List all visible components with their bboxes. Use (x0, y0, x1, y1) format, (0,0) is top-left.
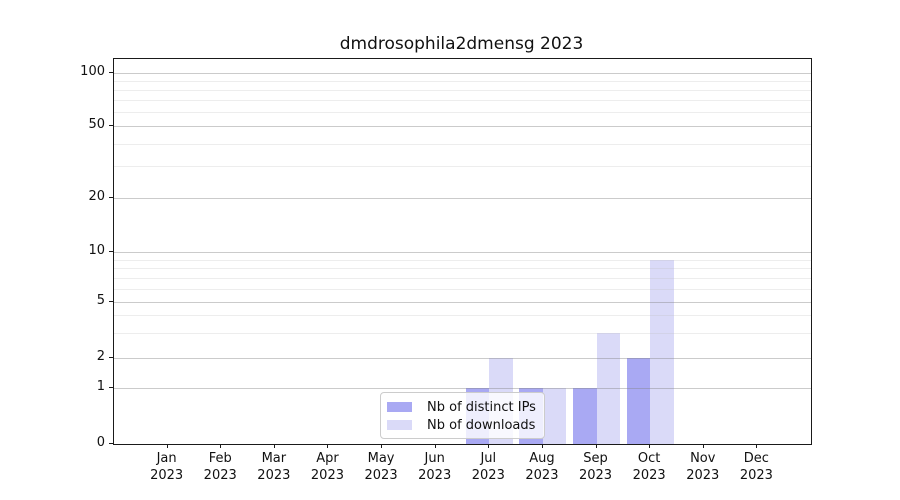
gridline-major (114, 126, 811, 128)
y-tick-mark (109, 71, 113, 73)
gridline-major (114, 387, 811, 389)
legend-swatch-distinct-ips (387, 402, 412, 412)
gridline-minor (114, 100, 811, 102)
x-tick-mark (541, 444, 543, 448)
y-tick-mark (109, 356, 113, 358)
x-tick-mark (649, 444, 651, 448)
gridline-minor (114, 112, 811, 114)
x-axis-tick-label: Jul 2023 (471, 451, 505, 483)
legend-item-distinct-ips: Nb of distinct IPs (387, 398, 536, 416)
y-axis-tick-label: 5 (96, 292, 105, 308)
legend-item-downloads: Nb of downloads (387, 416, 536, 434)
y-axis-tick-label: 1 (96, 378, 105, 394)
x-tick-mark (166, 444, 168, 448)
y-axis-tick-label: 50 (88, 117, 105, 133)
x-axis-tick-label: Dec 2023 (739, 451, 773, 483)
y-tick-mark (109, 386, 113, 388)
y-axis-tick-label: 10 (88, 243, 105, 258)
gridline-minor (114, 80, 811, 82)
x-axis-tick-label: Jan 2023 (150, 451, 184, 483)
gridline-major (114, 198, 811, 199)
gridline-minor (114, 315, 811, 317)
x-axis-tick-label: May 2023 (364, 451, 398, 483)
plot-area: Nb of distinct IPs Nb of downloads (113, 58, 812, 445)
gridline-minor (114, 89, 811, 91)
x-axis-tick-label: Feb 2023 (203, 451, 237, 483)
legend-label-downloads: Nb of downloads (427, 417, 536, 433)
x-axis-tick-label: Aug 2023 (525, 451, 559, 483)
y-tick-mark (109, 197, 113, 198)
y-tick-mark (109, 300, 113, 302)
x-tick-mark (381, 444, 383, 448)
gridline-major (114, 301, 811, 303)
x-tick-mark (756, 444, 758, 448)
x-tick-mark (434, 444, 436, 448)
gridline-minor (114, 267, 811, 269)
bar-downloads-aug (542, 387, 567, 444)
gridline-minor (114, 332, 811, 334)
gridline-minor (114, 143, 811, 145)
x-tick-mark (702, 444, 704, 448)
bar-downloads-oct (650, 259, 674, 444)
bar-downloads-sep (596, 332, 621, 444)
x-tick-mark (488, 444, 490, 448)
x-tick-mark (220, 444, 222, 448)
x-tick-mark (595, 444, 597, 448)
x-axis-tick-label: Nov 2023 (686, 451, 720, 483)
bar-distinct-ips-oct (626, 357, 651, 444)
y-axis-tick-label: 2 (96, 348, 105, 364)
chart-title: dmdrosophila2dmensg 2023 (339, 34, 584, 54)
legend: Nb of distinct IPs Nb of downloads (380, 392, 545, 439)
x-tick-mark (327, 444, 329, 448)
legend-swatch-downloads (387, 420, 412, 430)
y-axis-tick-label: 20 (88, 189, 105, 204)
gridline-major (114, 252, 811, 253)
gridline-major (114, 72, 811, 74)
x-axis-tick-label: Oct 2023 (632, 451, 666, 483)
y-axis-tick-label: 0 (96, 435, 105, 450)
y-tick-mark (109, 443, 113, 444)
x-axis-tick-label: Sep 2023 (578, 451, 613, 483)
legend-label-distinct-ips: Nb of distinct IPs (427, 399, 536, 415)
gridline-major (114, 357, 811, 359)
y-tick-mark (109, 251, 113, 252)
y-tick-mark (109, 125, 113, 127)
gridline-minor (114, 288, 811, 290)
x-axis-tick-label: Mar 2023 (257, 451, 291, 483)
x-axis-tick-label: Apr 2023 (310, 451, 344, 483)
gridline-minor (114, 166, 811, 168)
gridline-minor (114, 277, 811, 279)
x-tick-mark (273, 444, 275, 448)
bar-distinct-ips-sep (573, 387, 597, 444)
gridline-minor (114, 259, 811, 261)
x-axis-tick-label: Jun 2023 (418, 451, 452, 483)
y-axis-tick-label: 100 (80, 63, 105, 79)
